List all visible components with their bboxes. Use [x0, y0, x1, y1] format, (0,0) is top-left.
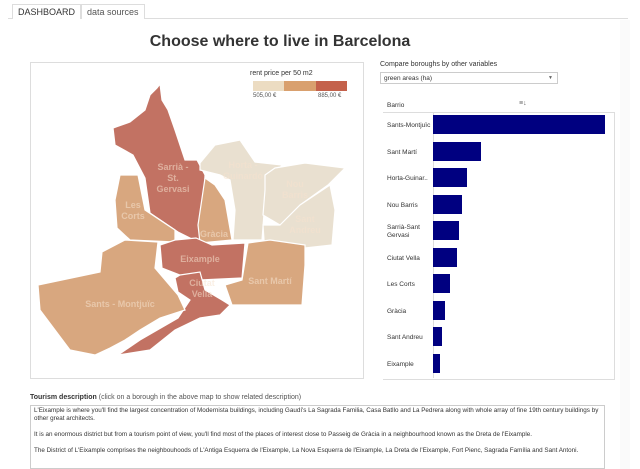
bar-row[interactable]: Les Corts	[383, 272, 614, 296]
borough-eixample[interactable]	[159, 237, 246, 281]
bar-row[interactable]: Sant Andreu	[383, 325, 614, 349]
bar[interactable]	[433, 353, 440, 373]
borough-sarri-st-gervasi[interactable]	[112, 82, 206, 244]
bar-label: Ciutat Vella	[387, 254, 420, 262]
bar-row[interactable]: Gràcia	[383, 299, 614, 323]
legend-min: 505,00 €	[253, 93, 277, 99]
bar[interactable]	[433, 274, 451, 293]
bar-label: Sant Martí	[387, 148, 417, 156]
borough-sant-andreu[interactable]	[262, 184, 336, 256]
borough-sants-montju-c[interactable]	[37, 239, 186, 356]
scrollbar[interactable]	[620, 20, 630, 469]
bar-label: Eixample	[387, 360, 414, 368]
bar[interactable]	[433, 300, 446, 320]
bar[interactable]	[433, 115, 605, 134]
legend-swatch-low	[253, 81, 285, 91]
description-title: Tourism description	[30, 394, 97, 401]
tab-data-sources[interactable]: data sources	[81, 4, 145, 19]
bar-label: Horta-Guinar..	[387, 175, 428, 182]
legend-swatch-high	[315, 81, 347, 91]
tab-bar: DASHBOARD data sources	[8, 4, 628, 19]
borough-sant-mart-[interactable]	[224, 239, 306, 306]
borough-label: Gràcia	[200, 229, 229, 239]
bar-row[interactable]: Horta-Guinar..	[383, 166, 614, 190]
description-hint: (click on a borough in the above map to …	[98, 394, 302, 401]
legend-max: 885,00 €	[318, 93, 342, 99]
borough-label: Horta -Guinardó	[223, 160, 264, 181]
description-textbox[interactable]: L'Eixample is where you'll find the larg…	[30, 405, 605, 469]
chevron-down-icon: ▼	[548, 75, 553, 81]
borough-label: Nou Barris	[282, 179, 308, 200]
axis-label: Barrio	[387, 102, 405, 109]
borough-label: Sarrià -St. Gervasi	[156, 162, 189, 194]
tab-dashboard[interactable]: DASHBOARD	[12, 4, 82, 19]
bar-label: Nou Barris	[387, 201, 418, 209]
legend-title: rent price per 50 m2	[250, 70, 313, 77]
bar[interactable]	[433, 221, 459, 240]
borough-gr-cia[interactable]	[197, 176, 233, 244]
bar-row[interactable]: Sant Martí	[383, 140, 614, 164]
bar[interactable]	[433, 247, 458, 267]
borough-ciutat-vella[interactable]	[117, 271, 231, 356]
variable-select-value: green areas (ha)	[384, 75, 433, 82]
sort-icon[interactable]: ≡↓	[519, 100, 527, 107]
bar-row[interactable]: Eixample	[383, 352, 614, 376]
description-paragraph: L'Eixample is where you'll find the larg…	[34, 407, 599, 422]
description-paragraph: The District of L'Eixample comprises the…	[34, 447, 579, 454]
bar[interactable]	[433, 194, 463, 214]
axis-line	[433, 112, 434, 378]
map-panel	[30, 62, 364, 379]
bar-row[interactable]: Ciutat Vella	[383, 246, 614, 270]
variable-select[interactable]: green areas (ha) ▼	[380, 72, 558, 84]
bar-row[interactable]: Nou Barris	[383, 193, 614, 217]
borough-horta-guinard-[interactable]	[199, 139, 284, 241]
borough-label: Ciutat Vella	[189, 278, 215, 299]
description-paragraph: It is an enormous district but from a to…	[34, 431, 533, 438]
compare-label: Compare boroughs by other variables	[380, 61, 498, 68]
page-title: Choose where to live in Barcelona	[149, 33, 411, 50]
bar[interactable]	[433, 168, 468, 187]
bar-label: Sants-Montjuïc	[387, 122, 431, 129]
legend-color-scale	[253, 81, 347, 91]
borough-label: Sant Andreu	[289, 214, 321, 235]
bar[interactable]	[433, 327, 442, 346]
bar-label: Sarrià-Sant Gervasi	[387, 224, 420, 239]
borough-label: Les Corts	[121, 200, 145, 221]
borough-label: Sants - Montjuïc	[85, 299, 155, 309]
description-heading: Tourism description (click on a borough …	[30, 394, 301, 401]
bar-chart	[383, 112, 615, 380]
borough-label: Eixample	[180, 254, 220, 264]
legend-swatch-mid	[284, 81, 316, 91]
bar-row[interactable]: Sarrià-Sant Gervasi	[383, 219, 614, 243]
bar-row[interactable]: Sants-Montjuïc	[383, 113, 614, 137]
bar-label: Les Corts	[387, 281, 415, 288]
borough-label: Sant Martí	[248, 276, 292, 286]
bar[interactable]	[433, 141, 482, 161]
bar-label: Gràcia	[387, 307, 407, 315]
bar-label: Sant Andreu	[387, 334, 423, 341]
